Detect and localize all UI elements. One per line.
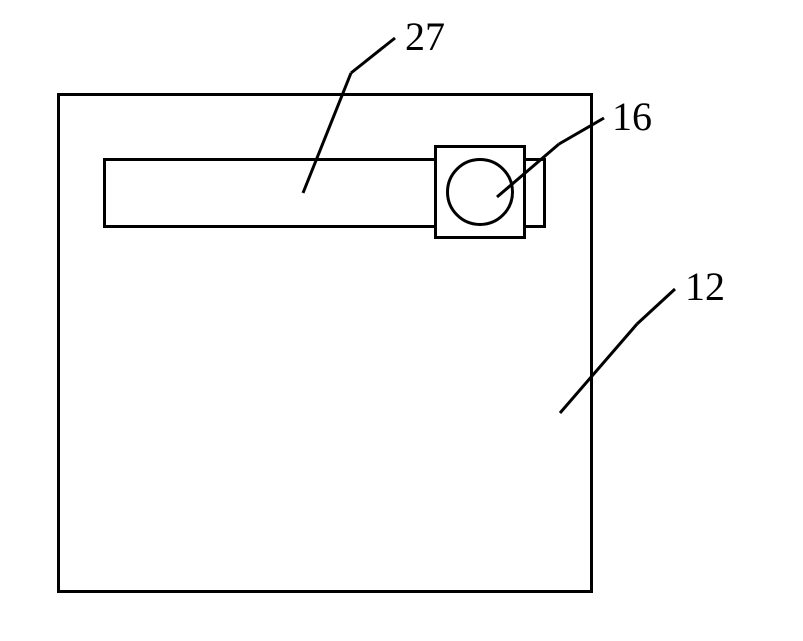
small-circle	[446, 158, 514, 226]
callout-label-12: 12	[685, 263, 725, 310]
leader-horizontal-27	[351, 38, 395, 73]
leader-horizontal-12	[637, 289, 675, 324]
diagram-canvas: 27 16 12	[0, 0, 803, 641]
callout-label-16: 16	[612, 93, 652, 140]
callout-label-27: 27	[405, 13, 445, 60]
